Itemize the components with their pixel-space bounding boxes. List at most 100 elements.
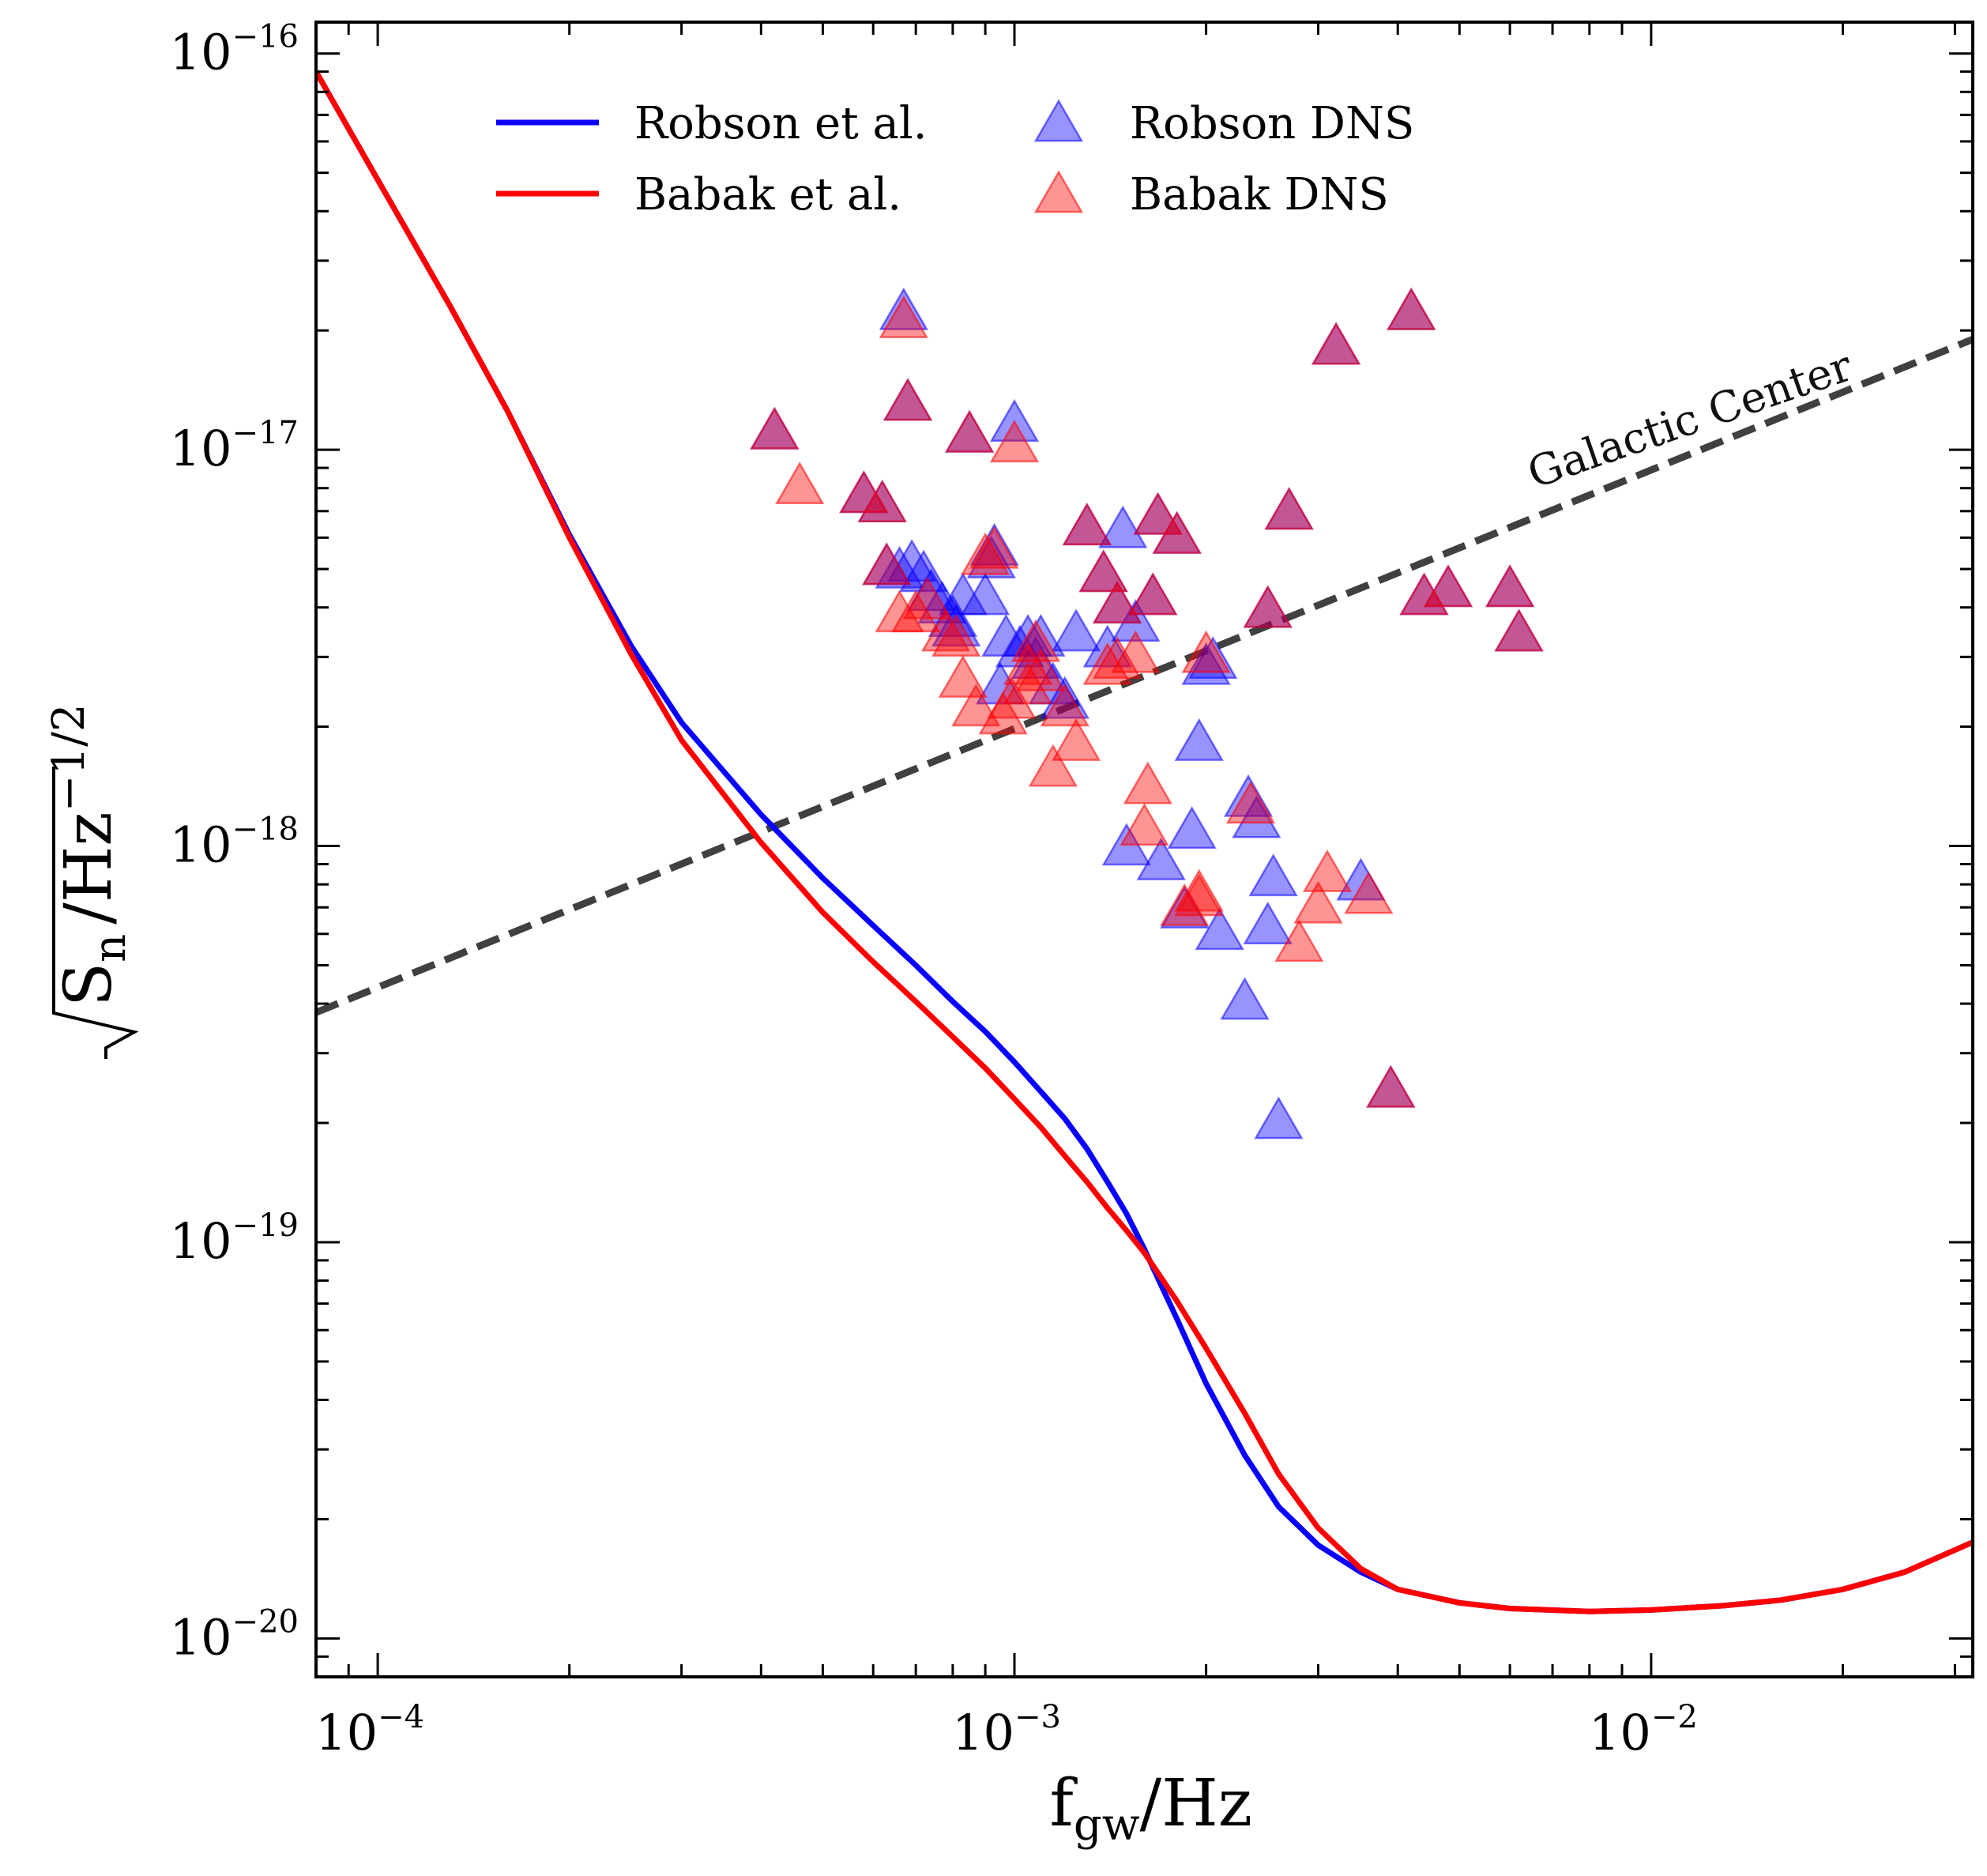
babak-dns-marker bbox=[1485, 564, 1535, 608]
babak-dns-marker bbox=[890, 590, 941, 633]
robson-dns-marker bbox=[1181, 642, 1231, 685]
y-axis-label-text: Sn/Hz−1/2 bbox=[43, 703, 136, 1007]
robson-dns-marker bbox=[1167, 806, 1217, 849]
y-tick-label-base: 10 bbox=[170, 816, 232, 874]
plot-area bbox=[316, 70, 1973, 1614]
robson-dns-marker bbox=[1040, 676, 1089, 719]
y-tick-label-exp: −17 bbox=[232, 415, 299, 451]
y-tick-label-base: 10 bbox=[170, 24, 232, 81]
y-tick-label: 10−16 bbox=[170, 19, 299, 81]
y-tick-label-exp: −19 bbox=[232, 1207, 299, 1244]
robson-dns-marker bbox=[1195, 907, 1244, 951]
babak-dns-marker bbox=[1243, 585, 1293, 628]
x-tick-label: 10−3 bbox=[952, 1699, 1061, 1761]
babak-dns-marker bbox=[902, 576, 953, 620]
babak-dns-marker bbox=[1003, 661, 1053, 705]
y-tick-label-exp: −20 bbox=[232, 1603, 299, 1640]
robson-dns-marker bbox=[1254, 1096, 1304, 1140]
robson-dns-marker bbox=[1232, 795, 1281, 838]
x-axis-label-base: f bbox=[1050, 1766, 1078, 1841]
babak-dns-marker bbox=[1092, 581, 1142, 624]
babak-dns-marker bbox=[1051, 718, 1101, 761]
robson-dns-marker bbox=[1174, 718, 1224, 761]
y-tick-label-base: 10 bbox=[170, 420, 232, 477]
robson-dns-marker bbox=[1248, 853, 1298, 897]
babak-dns-marker bbox=[1128, 572, 1178, 616]
robson-dns-marker bbox=[960, 572, 1010, 616]
babak-dns-marker bbox=[1078, 549, 1128, 593]
babak-dns-marker bbox=[1152, 510, 1202, 554]
y-tick-label-exp: −16 bbox=[232, 19, 299, 55]
babak-dns-marker bbox=[882, 378, 933, 421]
legend-key-robson-dns bbox=[1033, 99, 1084, 142]
x-axis-label-rest: /Hz bbox=[1140, 1766, 1252, 1841]
plot-frame bbox=[314, 21, 1974, 1678]
babak-curve bbox=[316, 70, 1973, 1614]
babak-dns-marker bbox=[1387, 287, 1436, 330]
robson-dns-marker bbox=[1051, 608, 1101, 652]
y-tick-label-exp: −18 bbox=[232, 812, 299, 848]
y-axis-label-sub: n bbox=[85, 934, 136, 962]
y-axis-label-base: S bbox=[51, 962, 126, 1007]
robson-dns-marker bbox=[886, 539, 937, 582]
babak-dns-marker bbox=[1302, 849, 1353, 892]
babak-dns-marker bbox=[1264, 487, 1314, 530]
babak-dns-marker bbox=[1344, 871, 1394, 914]
babak-dns-marker bbox=[1293, 880, 1343, 924]
babak-dns-marker bbox=[1092, 636, 1142, 680]
babak-dns-marker bbox=[1016, 648, 1066, 691]
robson-dns-marker bbox=[969, 522, 1019, 566]
robson-dns-marker bbox=[1136, 837, 1186, 880]
babak-dns-marker bbox=[1181, 630, 1231, 673]
babak-dns-marker bbox=[1399, 572, 1449, 616]
babak-dns-marker bbox=[879, 295, 928, 338]
babak-dns-marker bbox=[1174, 868, 1224, 912]
robson-dns-marker bbox=[1082, 624, 1132, 668]
babak-dns-marker bbox=[944, 409, 995, 453]
x-tick-label-exp: −4 bbox=[378, 1699, 424, 1735]
babak-dns-marker bbox=[1120, 803, 1169, 846]
robson-dns-marker bbox=[1160, 885, 1210, 929]
babak-dns-marker bbox=[920, 608, 971, 652]
y-tick-label: 10−17 bbox=[170, 415, 299, 477]
babak-dns-marker bbox=[951, 684, 1001, 727]
y-axis-label: Sn/Hz−1/2 bbox=[43, 703, 139, 1059]
babak-dns-marker bbox=[750, 406, 800, 450]
x-tick-label-exp: −2 bbox=[1651, 1699, 1698, 1735]
x-tick-label-base: 10 bbox=[1589, 1704, 1651, 1761]
sqrt-symbol bbox=[52, 767, 139, 1059]
y-axis-label-rest: /Hz bbox=[51, 812, 126, 924]
robson-dns-marker bbox=[1243, 902, 1293, 944]
legend-label-babak-et-al: Babak et al. bbox=[634, 169, 901, 220]
x-axis-label-sub: gw bbox=[1074, 1799, 1140, 1851]
y-tick-label: 10−18 bbox=[170, 812, 299, 874]
x-tick-label-base: 10 bbox=[952, 1704, 1014, 1761]
axes bbox=[314, 21, 1974, 1678]
babak-dns-marker bbox=[1028, 744, 1078, 787]
y-tick-label-base: 10 bbox=[170, 1608, 232, 1666]
babak-dns-points bbox=[750, 287, 1544, 1108]
babak-dns-marker bbox=[969, 526, 1019, 569]
babak-dns-marker bbox=[775, 461, 825, 505]
y-tick-label-base: 10 bbox=[170, 1212, 232, 1270]
robson-dns-marker bbox=[1188, 636, 1238, 680]
legend: Robson et al. Babak et al. Robson DNS Babak… bbox=[496, 98, 1414, 220]
x-tick-label-exp: −3 bbox=[1014, 1699, 1061, 1735]
babak-dns-marker bbox=[857, 480, 907, 523]
babak-dns-marker bbox=[1133, 492, 1183, 535]
robson-dns-marker bbox=[1111, 598, 1161, 642]
babak-dns-marker bbox=[1174, 873, 1224, 917]
y-tick-label: 10−20 bbox=[170, 1603, 299, 1666]
legend-label-babak-dns: Babak DNS bbox=[1130, 169, 1389, 220]
babak-dns-marker bbox=[1123, 761, 1173, 804]
babak-dns-marker bbox=[1311, 322, 1361, 365]
robson-dns-marker bbox=[1098, 505, 1148, 548]
babak-dns-marker bbox=[1040, 684, 1089, 727]
babak-dns-marker bbox=[862, 542, 912, 586]
robson-dns-marker bbox=[928, 594, 978, 637]
robson-dns-marker bbox=[1220, 977, 1270, 1020]
babak-dns-marker bbox=[931, 613, 981, 657]
